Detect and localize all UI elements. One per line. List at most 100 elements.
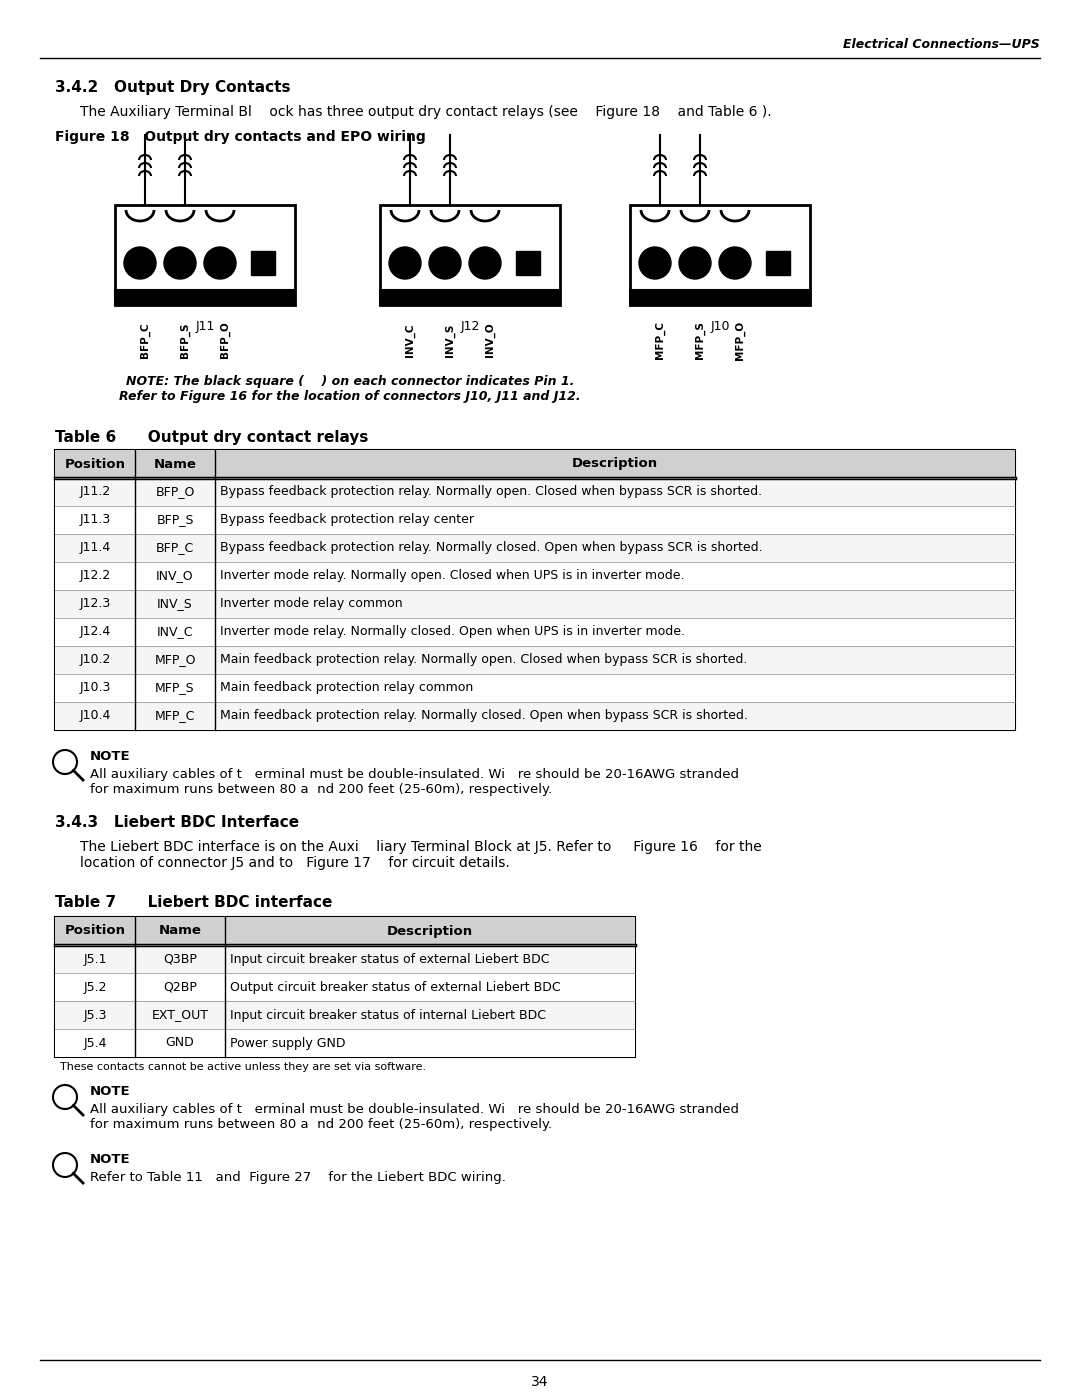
Bar <box>55 506 1015 534</box>
Text: Electrical Connections—UPS: Electrical Connections—UPS <box>843 39 1040 52</box>
FancyBboxPatch shape <box>630 205 810 305</box>
Text: INV_S: INV_S <box>445 323 456 356</box>
Text: J11.3: J11.3 <box>79 514 110 527</box>
Text: Input circuit breaker status of external Liebert BDC: Input circuit breaker status of external… <box>230 953 550 965</box>
Text: NOTE: NOTE <box>90 750 131 763</box>
Text: NOTE: The black square (    ) on each connector indicates Pin 1.
Refer to Figure: NOTE: The black square ( ) on each conne… <box>119 374 581 402</box>
Text: INV_O: INV_O <box>485 323 496 358</box>
Text: Q3BP: Q3BP <box>163 953 197 965</box>
Circle shape <box>164 247 195 279</box>
Text: MFP_C: MFP_C <box>154 710 195 722</box>
Text: J10.2: J10.2 <box>79 654 110 666</box>
Text: J5.1: J5.1 <box>83 953 107 965</box>
Text: Name: Name <box>159 925 202 937</box>
Bar <box>55 703 1015 731</box>
FancyBboxPatch shape <box>630 291 810 305</box>
Text: Description: Description <box>387 925 473 937</box>
Bar <box>55 916 635 944</box>
Circle shape <box>429 247 461 279</box>
Circle shape <box>124 247 156 279</box>
Text: BFP_S: BFP_S <box>157 514 193 527</box>
Bar <box>55 972 635 1002</box>
Bar <box>55 1030 635 1058</box>
Circle shape <box>679 247 711 279</box>
Text: Inverter mode relay. Normally closed. Open when UPS is in inverter mode.: Inverter mode relay. Normally closed. Op… <box>220 626 685 638</box>
Bar <box>516 251 540 275</box>
Text: INV_S: INV_S <box>157 598 193 610</box>
Text: MFP_C: MFP_C <box>654 321 665 359</box>
Text: J11.2: J11.2 <box>79 486 110 499</box>
Text: Main feedback protection relay. Normally open. Closed when bypass SCR is shorted: Main feedback protection relay. Normally… <box>220 654 747 666</box>
Bar <box>251 251 275 275</box>
Text: All auxiliary cables of t   erminal must be double-insulated. Wi   re should be : All auxiliary cables of t erminal must b… <box>90 1104 739 1132</box>
Text: J12.4: J12.4 <box>79 626 110 638</box>
Text: J10.3: J10.3 <box>79 682 110 694</box>
Text: Bypass feedback protection relay. Normally open. Closed when bypass SCR is short: Bypass feedback protection relay. Normal… <box>220 486 762 499</box>
Text: INV_O: INV_O <box>157 570 193 583</box>
Text: Refer to Table 11   and  Figure 27    for the Liebert BDC wiring.: Refer to Table 11 and Figure 27 for the … <box>90 1171 505 1185</box>
Bar <box>55 645 1015 673</box>
FancyBboxPatch shape <box>380 291 561 305</box>
Bar <box>55 1002 635 1030</box>
Text: BFP_S: BFP_S <box>180 323 190 358</box>
Text: All auxiliary cables of t   erminal must be double-insulated. Wi   re should be : All auxiliary cables of t erminal must b… <box>90 768 739 796</box>
Bar <box>55 617 1015 645</box>
Text: BFP_C: BFP_C <box>140 323 150 358</box>
Text: MFP_S: MFP_S <box>156 682 194 694</box>
Text: J11.4: J11.4 <box>79 542 110 555</box>
Text: MFP_O: MFP_O <box>154 654 195 666</box>
Text: The Auxiliary Terminal Bl    ock has three output dry contact relays (see    Fig: The Auxiliary Terminal Bl ock has three … <box>80 105 771 119</box>
Text: J11: J11 <box>195 320 215 332</box>
Text: NOTE: NOTE <box>90 1153 131 1166</box>
Text: BFP_O: BFP_O <box>220 321 230 359</box>
Text: BFP_C: BFP_C <box>156 542 194 555</box>
Text: J10.4: J10.4 <box>79 710 110 722</box>
Bar <box>55 944 635 972</box>
Text: Table 7      Liebert BDC interface: Table 7 Liebert BDC interface <box>55 895 333 909</box>
Text: NOTE: NOTE <box>90 1085 131 1098</box>
Text: EXT_OUT: EXT_OUT <box>151 1009 208 1021</box>
Text: These contacts cannot be active unless they are set via software.: These contacts cannot be active unless t… <box>60 1062 427 1071</box>
Text: Main feedback protection relay common: Main feedback protection relay common <box>220 682 473 694</box>
Circle shape <box>639 247 671 279</box>
Text: Description: Description <box>572 457 658 471</box>
Text: J12.2: J12.2 <box>79 570 110 583</box>
Circle shape <box>469 247 501 279</box>
Bar <box>55 562 1015 590</box>
Text: Bypass feedback protection relay center: Bypass feedback protection relay center <box>220 514 474 527</box>
Circle shape <box>53 750 77 774</box>
Text: Q2BP: Q2BP <box>163 981 197 993</box>
Bar <box>55 916 635 1058</box>
Text: Inverter mode relay. Normally open. Closed when UPS is in inverter mode.: Inverter mode relay. Normally open. Clos… <box>220 570 685 583</box>
Text: J5.2: J5.2 <box>83 981 107 993</box>
Text: INV_C: INV_C <box>405 323 416 356</box>
Text: Position: Position <box>65 457 125 471</box>
Text: INV_C: INV_C <box>157 626 193 638</box>
Bar <box>55 478 1015 506</box>
Text: GND: GND <box>165 1037 194 1049</box>
Bar <box>55 590 1015 617</box>
Text: Main feedback protection relay. Normally closed. Open when bypass SCR is shorted: Main feedback protection relay. Normally… <box>220 710 747 722</box>
Circle shape <box>719 247 751 279</box>
FancyBboxPatch shape <box>114 205 295 305</box>
Text: J12: J12 <box>460 320 480 332</box>
Text: 3.4.2   Output Dry Contacts: 3.4.2 Output Dry Contacts <box>55 80 291 95</box>
Circle shape <box>204 247 237 279</box>
Text: 3.4.3   Liebert BDC Interface: 3.4.3 Liebert BDC Interface <box>55 814 299 830</box>
Text: J5.3: J5.3 <box>83 1009 107 1021</box>
Text: J12.3: J12.3 <box>79 598 110 610</box>
Text: Inverter mode relay common: Inverter mode relay common <box>220 598 403 610</box>
Bar <box>55 534 1015 562</box>
FancyBboxPatch shape <box>114 291 295 305</box>
Bar <box>766 251 789 275</box>
Text: Bypass feedback protection relay. Normally closed. Open when bypass SCR is short: Bypass feedback protection relay. Normal… <box>220 542 762 555</box>
Bar <box>55 450 1015 731</box>
Circle shape <box>53 1085 77 1109</box>
Text: Output circuit breaker status of external Liebert BDC: Output circuit breaker status of externa… <box>230 981 561 993</box>
Text: MFP_O: MFP_O <box>735 320 745 359</box>
Text: Power supply GND: Power supply GND <box>230 1037 346 1049</box>
Bar <box>55 673 1015 703</box>
Text: Table 6      Output dry contact relays: Table 6 Output dry contact relays <box>55 430 368 446</box>
Text: The Liebert BDC interface is on the Auxi    liary Terminal Block at J5. Refer to: The Liebert BDC interface is on the Auxi… <box>80 840 761 870</box>
Text: Figure 18   Output dry contacts and EPO wiring: Figure 18 Output dry contacts and EPO wi… <box>55 130 426 144</box>
